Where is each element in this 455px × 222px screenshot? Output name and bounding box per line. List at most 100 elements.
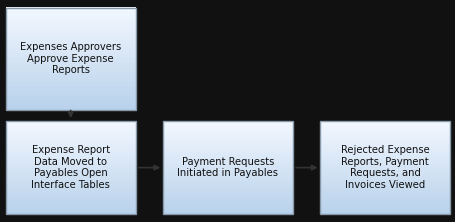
Bar: [319, 131, 450, 133]
Bar: [319, 180, 450, 182]
Bar: [163, 192, 293, 194]
Bar: [6, 145, 136, 147]
Bar: [319, 209, 450, 211]
Bar: [163, 142, 293, 144]
Bar: [163, 127, 293, 129]
Bar: [163, 144, 293, 146]
Text: Rejected Expense
Reports, Payment
Requests, and
Invoices Viewed: Rejected Expense Reports, Payment Reques…: [340, 145, 429, 190]
Bar: [163, 164, 293, 166]
Bar: [6, 166, 136, 168]
Bar: [319, 195, 450, 197]
Bar: [319, 184, 450, 186]
Bar: [163, 147, 293, 149]
Bar: [6, 62, 136, 64]
Bar: [319, 135, 450, 137]
Bar: [6, 155, 136, 157]
Bar: [6, 131, 136, 133]
Bar: [319, 122, 450, 124]
Bar: [163, 194, 293, 196]
Bar: [319, 139, 450, 141]
Bar: [6, 19, 136, 21]
Bar: [163, 183, 293, 185]
Bar: [163, 186, 293, 188]
Bar: [6, 101, 136, 103]
Bar: [6, 38, 136, 40]
Bar: [6, 60, 136, 62]
Bar: [6, 67, 136, 69]
Bar: [6, 152, 136, 154]
Bar: [6, 172, 136, 174]
Bar: [163, 155, 293, 157]
Bar: [163, 180, 293, 182]
Bar: [6, 128, 136, 130]
Bar: [6, 21, 136, 23]
Bar: [319, 164, 450, 166]
Bar: [319, 192, 450, 194]
Bar: [6, 104, 136, 107]
Bar: [319, 147, 450, 149]
Bar: [319, 170, 450, 172]
Bar: [6, 65, 136, 67]
Bar: [6, 138, 136, 140]
Bar: [6, 14, 136, 16]
Bar: [163, 130, 293, 132]
Bar: [6, 183, 136, 185]
Bar: [163, 211, 293, 213]
Bar: [163, 167, 293, 169]
Bar: [6, 7, 136, 10]
Bar: [6, 86, 136, 88]
Bar: [319, 142, 450, 144]
Bar: [319, 169, 450, 171]
Bar: [6, 31, 136, 33]
Bar: [163, 138, 293, 140]
Bar: [319, 172, 450, 174]
Bar: [6, 106, 136, 108]
Bar: [6, 149, 136, 151]
Bar: [6, 121, 136, 123]
Bar: [6, 35, 136, 37]
Text: Expenses Approvers
Approve Expense
Reports: Expenses Approvers Approve Expense Repor…: [20, 42, 121, 75]
Bar: [319, 167, 450, 169]
Bar: [6, 170, 136, 172]
Bar: [6, 70, 136, 72]
Bar: [6, 72, 136, 74]
Bar: [319, 158, 450, 160]
Bar: [163, 159, 293, 161]
Bar: [319, 186, 450, 188]
Bar: [319, 155, 450, 157]
Bar: [319, 149, 450, 151]
Bar: [6, 50, 136, 52]
Bar: [6, 130, 136, 132]
Bar: [6, 9, 136, 11]
Bar: [6, 96, 136, 98]
Bar: [163, 200, 293, 202]
Bar: [6, 26, 136, 28]
Bar: [163, 197, 293, 199]
Bar: [163, 172, 293, 174]
Bar: [163, 128, 293, 130]
Bar: [6, 58, 136, 61]
Bar: [6, 158, 136, 160]
Bar: [6, 141, 136, 143]
Bar: [163, 173, 293, 175]
Bar: [319, 197, 450, 199]
Bar: [319, 189, 450, 191]
Bar: [319, 144, 450, 146]
Bar: [6, 48, 136, 50]
Bar: [163, 153, 293, 155]
Bar: [319, 159, 450, 161]
Bar: [6, 97, 136, 100]
Bar: [319, 176, 450, 178]
Bar: [6, 108, 136, 110]
Bar: [163, 212, 293, 214]
Bar: [6, 211, 136, 213]
Bar: [6, 8, 136, 110]
Bar: [163, 198, 293, 200]
Bar: [6, 212, 136, 214]
Bar: [319, 156, 450, 158]
Bar: [6, 92, 136, 95]
Bar: [6, 122, 136, 124]
Bar: [6, 16, 136, 18]
Bar: [319, 150, 450, 152]
Bar: [6, 23, 136, 25]
